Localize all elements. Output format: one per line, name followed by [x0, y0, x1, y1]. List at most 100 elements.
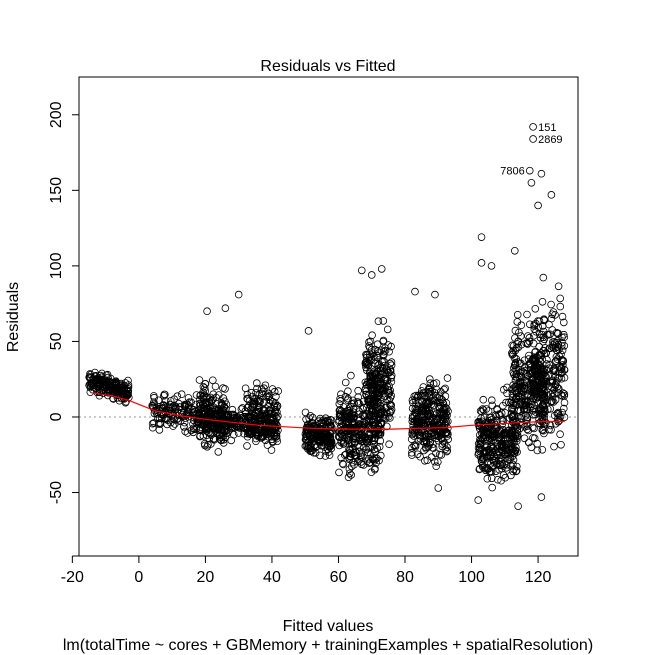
residual-point [301, 408, 310, 417]
x-tick-label: -20 [61, 569, 84, 586]
residual-point [514, 502, 522, 510]
x-tick-label: 20 [197, 569, 215, 586]
residual-point [367, 271, 376, 279]
residual-point [227, 436, 236, 445]
residual-point [506, 453, 515, 462]
residual-point [443, 411, 451, 420]
residual-point [547, 300, 555, 309]
residual-point [221, 433, 230, 442]
residual-point [365, 343, 374, 352]
residual-point [253, 402, 261, 410]
residual-point [520, 369, 528, 377]
residual-point [199, 392, 208, 401]
outlier-label: 2869 [538, 134, 562, 146]
residual-point [525, 166, 534, 175]
residual-point [438, 395, 447, 404]
residual-point [508, 350, 517, 359]
residual-point [488, 401, 497, 410]
residual-point [369, 397, 378, 406]
residual-point [91, 368, 99, 377]
residual-point [259, 410, 268, 418]
residual-point [533, 365, 541, 373]
outlier-label: 7806 [500, 166, 524, 178]
residual-point [552, 328, 561, 337]
residual-point [266, 413, 274, 422]
residual-point [531, 367, 539, 376]
residual-point [553, 383, 561, 391]
residual-point [530, 366, 538, 375]
residual-point [408, 443, 416, 452]
x-tick-label: 100 [458, 569, 485, 586]
residual-point [517, 398, 526, 406]
residual-point [311, 449, 320, 457]
residual-point [545, 320, 553, 329]
residual-point [531, 410, 539, 419]
residual-point [537, 351, 545, 360]
residual-point [243, 429, 252, 438]
residual-point [154, 414, 162, 423]
residual-point [432, 449, 440, 458]
residual-point [483, 442, 492, 450]
residual-point [407, 448, 416, 457]
residual-point [538, 355, 547, 364]
residual-point [255, 416, 264, 425]
residual-point [554, 282, 563, 291]
residual-point [527, 400, 536, 409]
residual-point [560, 341, 569, 350]
residual-point [387, 377, 396, 386]
residual-point [537, 493, 546, 501]
residual-point [536, 374, 545, 383]
residual-point [197, 423, 205, 432]
residual-point [267, 432, 276, 441]
residual-point [509, 385, 518, 393]
y-tick-label: -50 [48, 481, 65, 504]
residual-point [385, 440, 393, 449]
residual-point [432, 462, 441, 471]
residual-point [369, 455, 377, 464]
residual-point [544, 330, 553, 339]
residual-point [163, 416, 172, 425]
residual-point [431, 415, 440, 423]
residual-point [243, 442, 251, 450]
residual-point [86, 370, 94, 378]
residual-point [560, 413, 569, 422]
residual-point [502, 435, 510, 444]
residual-point [218, 415, 227, 424]
residual-point [488, 483, 497, 492]
residual-point [304, 327, 313, 335]
residual-point [559, 330, 568, 339]
residual-point [479, 455, 488, 464]
residual-point [516, 332, 525, 340]
residual-point [115, 388, 123, 396]
residual-point [375, 456, 383, 465]
residual-point [383, 376, 392, 385]
residual-point [495, 465, 504, 474]
residual-point [484, 430, 493, 439]
residual-point [172, 404, 180, 413]
residual-point [344, 417, 353, 426]
residual-point [200, 384, 209, 392]
residual-point [373, 353, 381, 362]
residual-point [408, 430, 417, 439]
residual-point [543, 380, 551, 388]
residual-point [201, 398, 210, 407]
y-axis-label: Residuals [5, 282, 22, 352]
residual-point [443, 446, 452, 455]
residual-point [270, 387, 279, 396]
residual-point [218, 426, 227, 435]
residual-point [551, 357, 559, 366]
residual-point [252, 408, 260, 416]
residual-point [441, 384, 450, 393]
residual-point [376, 385, 384, 393]
residual-point [429, 422, 438, 431]
residual-point [539, 273, 548, 282]
residual-point [552, 377, 561, 385]
x-tick-label: 40 [263, 569, 281, 586]
x-tick-label: 0 [134, 569, 143, 586]
residual-point [518, 395, 527, 403]
residual-point [423, 456, 432, 465]
residual-point [349, 434, 357, 443]
residual-point [308, 413, 317, 422]
residual-point [529, 339, 538, 348]
residual-point [517, 321, 526, 330]
